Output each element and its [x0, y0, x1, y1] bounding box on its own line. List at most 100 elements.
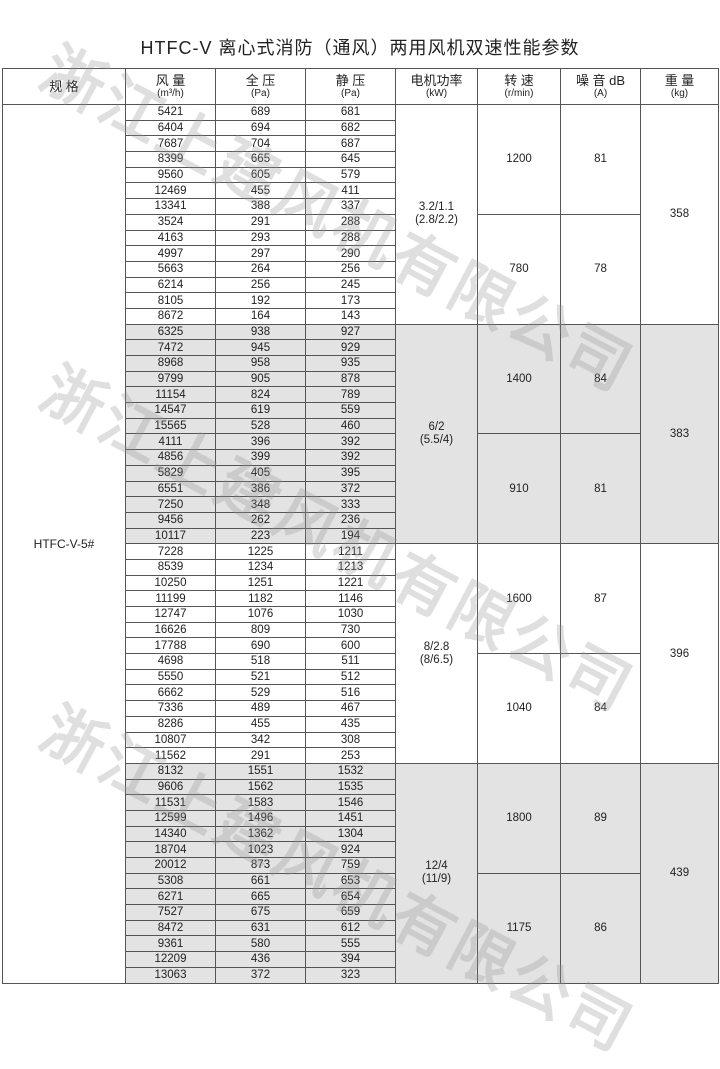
static-pressure-cell: 659	[305, 904, 396, 921]
speed-cell: 910	[477, 433, 561, 545]
table-row: 16626 809 730	[3, 621, 719, 639]
total-pressure-cell: 291	[215, 747, 306, 764]
static-pressure-cell: 245	[305, 276, 396, 294]
table-row: 8132 1551 1532 12/4 (11/9) 1800 89 439	[3, 762, 719, 984]
table-row: 5829 405 395	[3, 464, 719, 482]
airflow-cell: 9799	[125, 370, 216, 388]
total-pressure-cell: 291	[215, 213, 306, 231]
total-pressure-cell: 529	[215, 684, 306, 702]
airflow-cell: 11562	[125, 747, 216, 764]
airflow-cell: 13063	[125, 966, 216, 984]
static-pressure-cell: 555	[305, 935, 396, 953]
airflow-cell: 9456	[125, 511, 216, 529]
table-row: 6271 665 654	[3, 888, 719, 906]
airflow-cell: 10807	[125, 731, 216, 749]
static-pressure-cell: 730	[305, 621, 396, 639]
motor-power-value: 3.2/1.1	[418, 201, 455, 214]
weight-cell: 439	[640, 762, 719, 984]
total-pressure-cell: 1496	[215, 809, 306, 827]
total-pressure-cell: 297	[215, 245, 306, 262]
airflow-cell: 6214	[125, 276, 216, 294]
static-pressure-cell: 929	[305, 339, 396, 356]
total-pressure-cell: 262	[215, 511, 306, 529]
total-pressure-cell: 399	[215, 449, 306, 466]
total-pressure-cell: 1362	[215, 825, 306, 843]
airflow-cell: 5550	[125, 668, 216, 686]
header-speed: 转 速 (r/min)	[477, 68, 561, 105]
static-pressure-cell: 682	[305, 119, 396, 137]
airflow-cell: 4163	[125, 229, 216, 247]
airflow-cell: 10117	[125, 527, 216, 545]
table-row: 12209 436 394	[3, 951, 719, 968]
table-row: 7527 675 659	[3, 904, 719, 921]
static-pressure-cell: 789	[305, 386, 396, 404]
noise-cell: 86	[560, 872, 641, 984]
motor-power-cell: 3.2/1.1 (2.8/2.2)	[395, 104, 478, 325]
table-row: 6325 938 927 6/2 (5.5/4) 1400 84 383	[3, 323, 719, 545]
airflow-cell: 5663	[125, 260, 216, 278]
weight-cell: 396	[640, 543, 719, 764]
motor-power-value: 12/4	[425, 860, 448, 873]
static-pressure-cell: 759	[305, 857, 396, 874]
static-pressure-cell: 1535	[305, 778, 396, 796]
speed-cell: 1040	[477, 653, 561, 764]
weight-cell: 383	[640, 323, 719, 545]
static-pressure-cell: 1532	[305, 762, 396, 780]
noise-cell: 81	[560, 104, 641, 215]
total-pressure-cell: 665	[215, 151, 306, 168]
airflow-cell: 6404	[125, 119, 216, 137]
static-pressure-cell: 579	[305, 166, 396, 184]
total-pressure-cell: 1251	[215, 574, 306, 592]
airflow-cell: 5421	[125, 104, 216, 121]
static-pressure-cell: 288	[305, 229, 396, 247]
static-pressure-cell: 460	[305, 417, 396, 435]
airflow-cell: 7527	[125, 904, 216, 921]
motor-power-cell: 8/2.8 (8/6.5)	[395, 543, 478, 764]
table-row: 11154 824 789	[3, 386, 719, 404]
table-row: 10117 223 194	[3, 527, 719, 545]
total-pressure-cell: 293	[215, 229, 306, 247]
table-row: 11562 291 253	[3, 747, 719, 764]
total-pressure-cell: 675	[215, 904, 306, 921]
total-pressure-cell: 521	[215, 668, 306, 686]
airflow-cell: 8399	[125, 151, 216, 168]
total-pressure-cell: 342	[215, 731, 306, 749]
table-row: 8286 455 435	[3, 715, 719, 733]
static-pressure-cell: 1546	[305, 794, 396, 811]
speed-cell: 1800	[477, 762, 561, 874]
static-pressure-cell: 1451	[305, 809, 396, 827]
total-pressure-cell: 1551	[215, 762, 306, 780]
total-pressure-cell: 455	[215, 715, 306, 733]
table-row: 10250 1251 1221	[3, 574, 719, 592]
static-pressure-cell: 681	[305, 104, 396, 121]
airflow-cell: 12747	[125, 606, 216, 623]
static-pressure-cell: 653	[305, 872, 396, 890]
airflow-cell: 9606	[125, 778, 216, 796]
airflow-cell: 8105	[125, 292, 216, 309]
table-row: 9560 605 579	[3, 166, 719, 184]
motor-power-sub: (5.5/4)	[419, 433, 454, 446]
airflow-cell: 12209	[125, 951, 216, 968]
total-pressure-cell: 694	[215, 119, 306, 137]
total-pressure-cell: 388	[215, 198, 306, 215]
table-row: 15565 528 460	[3, 417, 719, 435]
airflow-cell: 10250	[125, 574, 216, 592]
noise-cell: 89	[560, 762, 641, 874]
spec-cell: HTFC-V-5#	[2, 104, 126, 984]
airflow-cell: 13341	[125, 198, 216, 215]
table-row: 7687 704 687	[3, 135, 719, 153]
table-row: 4111 396 392 910 81	[3, 433, 719, 545]
airflow-cell: 7687	[125, 135, 216, 153]
airflow-cell: 7250	[125, 496, 216, 513]
header-row: 规 格 风 量 (m³/h) 全 压 (Pa) 静 压 (Pa) 电机功率 (kW) 转…	[2, 68, 719, 105]
table-row: 5308 661 653 1175 86	[3, 872, 719, 984]
static-pressure-cell: 927	[305, 323, 396, 341]
noise-cell: 84	[560, 323, 641, 435]
airflow-cell: 8968	[125, 355, 216, 372]
static-pressure-cell: 372	[305, 480, 396, 498]
airflow-cell: 15565	[125, 417, 216, 435]
table-row: 20012 873 759	[3, 857, 719, 874]
total-pressure-cell: 1076	[215, 606, 306, 623]
table-row: 4997 297 290	[3, 245, 719, 262]
static-pressure-cell: 516	[305, 684, 396, 702]
